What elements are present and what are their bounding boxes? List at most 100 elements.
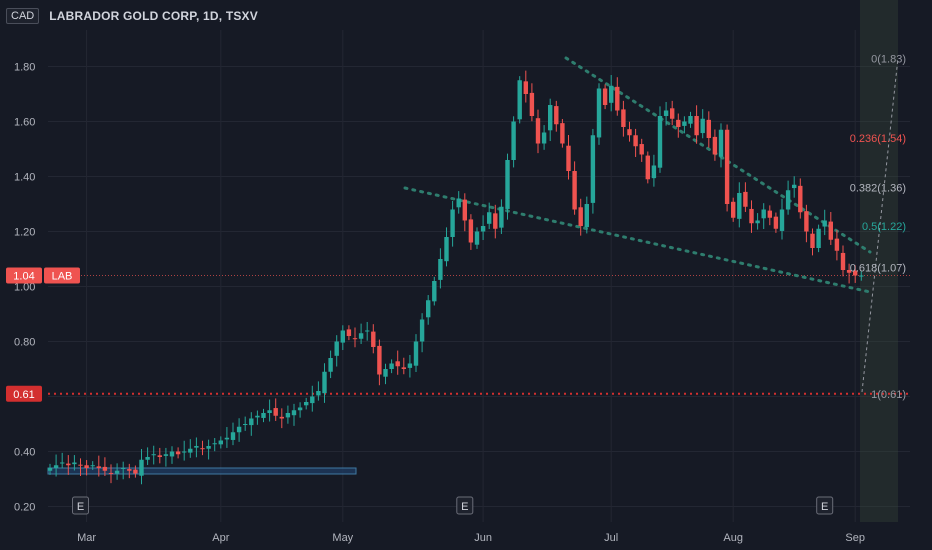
candle-body xyxy=(365,330,370,332)
candle-body xyxy=(377,345,382,375)
candle-body xyxy=(413,341,419,366)
candle-body xyxy=(121,468,126,469)
candle-body xyxy=(249,418,254,426)
candle-body xyxy=(602,88,608,105)
fib-level-label: 0.618(1.07) xyxy=(850,262,906,274)
candle-body xyxy=(572,171,577,210)
y-tick-label: 1.00 xyxy=(14,282,35,294)
symbol-tag xyxy=(44,267,80,284)
candle-body xyxy=(792,184,797,189)
candle-body xyxy=(840,252,846,270)
candle-body xyxy=(578,207,583,226)
currency-badge[interactable]: CAD xyxy=(6,8,40,24)
y-tick-label: 0.80 xyxy=(14,337,35,349)
accumulation-box xyxy=(47,467,357,475)
candle-body xyxy=(499,206,504,228)
candle-body xyxy=(328,358,333,372)
fib-trend-line[interactable] xyxy=(861,57,899,393)
candle-body xyxy=(645,155,650,180)
candle-body xyxy=(316,391,321,396)
x-tick-label: Jul xyxy=(604,532,618,544)
candle-body xyxy=(163,454,169,456)
candle-body xyxy=(621,109,626,127)
x-tick-label: Jun xyxy=(474,532,492,544)
candle-body xyxy=(639,144,644,155)
candle-body xyxy=(590,135,596,203)
candle-body xyxy=(230,432,236,440)
candle-body xyxy=(267,410,272,413)
candle-body xyxy=(785,190,791,210)
candle-body xyxy=(493,213,498,229)
earnings-marker[interactable] xyxy=(456,496,474,515)
candle-body xyxy=(255,415,260,418)
candle-body xyxy=(541,132,547,144)
candle-body xyxy=(682,121,687,126)
candle-body xyxy=(773,216,779,229)
candle-body xyxy=(688,116,693,124)
x-tick-label: Sep xyxy=(845,532,865,544)
candle-body xyxy=(548,105,553,131)
candle-body xyxy=(340,330,345,343)
candle-body xyxy=(663,110,669,116)
candle-body xyxy=(194,446,199,448)
candle-body xyxy=(767,210,772,218)
candle-body xyxy=(139,459,144,476)
candle-body xyxy=(846,270,852,273)
candle-body xyxy=(724,129,730,204)
y-tick-label: 0.40 xyxy=(14,447,35,459)
candle-body xyxy=(712,136,718,155)
candle-body xyxy=(761,209,766,219)
candle-body xyxy=(596,88,602,138)
candle-body xyxy=(615,86,620,111)
candle-body xyxy=(822,220,827,227)
candle-body xyxy=(212,443,217,445)
candle-body xyxy=(718,129,724,157)
candle-body xyxy=(676,119,681,127)
current-price-tag[interactable] xyxy=(6,267,42,284)
candle-body xyxy=(224,437,230,440)
candle-body xyxy=(291,410,297,416)
candle-body xyxy=(102,466,108,471)
candle-body xyxy=(700,118,705,134)
support-price-value: 0.61 xyxy=(13,389,34,401)
candle-body xyxy=(517,80,522,120)
fib-level-label: 0.5(1.22) xyxy=(862,221,906,233)
candle-body xyxy=(743,191,748,207)
candle-body xyxy=(438,259,443,280)
fib-level-label: 0.236(1.54) xyxy=(850,133,906,145)
candle-body xyxy=(627,129,632,136)
candle-body xyxy=(584,204,589,228)
candle-body xyxy=(200,448,205,450)
candle-body xyxy=(243,424,248,425)
x-tick-label: Aug xyxy=(723,532,743,544)
symbol-tag-label: LAB xyxy=(52,271,73,283)
candle-body xyxy=(511,121,516,160)
y-tick-label: 1.20 xyxy=(14,227,35,239)
y-tick-label: 0.20 xyxy=(14,502,35,514)
candle-body xyxy=(66,463,71,466)
candle-body xyxy=(285,413,291,418)
candle-body xyxy=(633,135,638,147)
candle-body xyxy=(480,226,486,232)
candle-body xyxy=(834,238,840,251)
x-tick-label: Mar xyxy=(77,532,96,544)
candle-body xyxy=(566,145,571,171)
candle-body xyxy=(47,468,53,471)
candle-body xyxy=(401,367,406,369)
candle-body xyxy=(609,85,614,103)
candle-body xyxy=(755,220,760,224)
candle-body xyxy=(108,472,114,474)
current-price-value: 1.04 xyxy=(13,271,34,283)
earnings-marker[interactable] xyxy=(816,496,834,515)
candle-body xyxy=(310,396,315,404)
candle-body xyxy=(535,118,541,144)
wedge-lower-line[interactable] xyxy=(403,186,872,294)
candle-body xyxy=(182,451,187,453)
candle-body xyxy=(151,454,156,456)
earnings-marker[interactable] xyxy=(72,496,89,515)
candle-body xyxy=(816,228,821,248)
support-price-tag[interactable] xyxy=(6,385,42,402)
candle-body xyxy=(444,237,449,262)
y-tick-label: 1.40 xyxy=(14,172,35,184)
